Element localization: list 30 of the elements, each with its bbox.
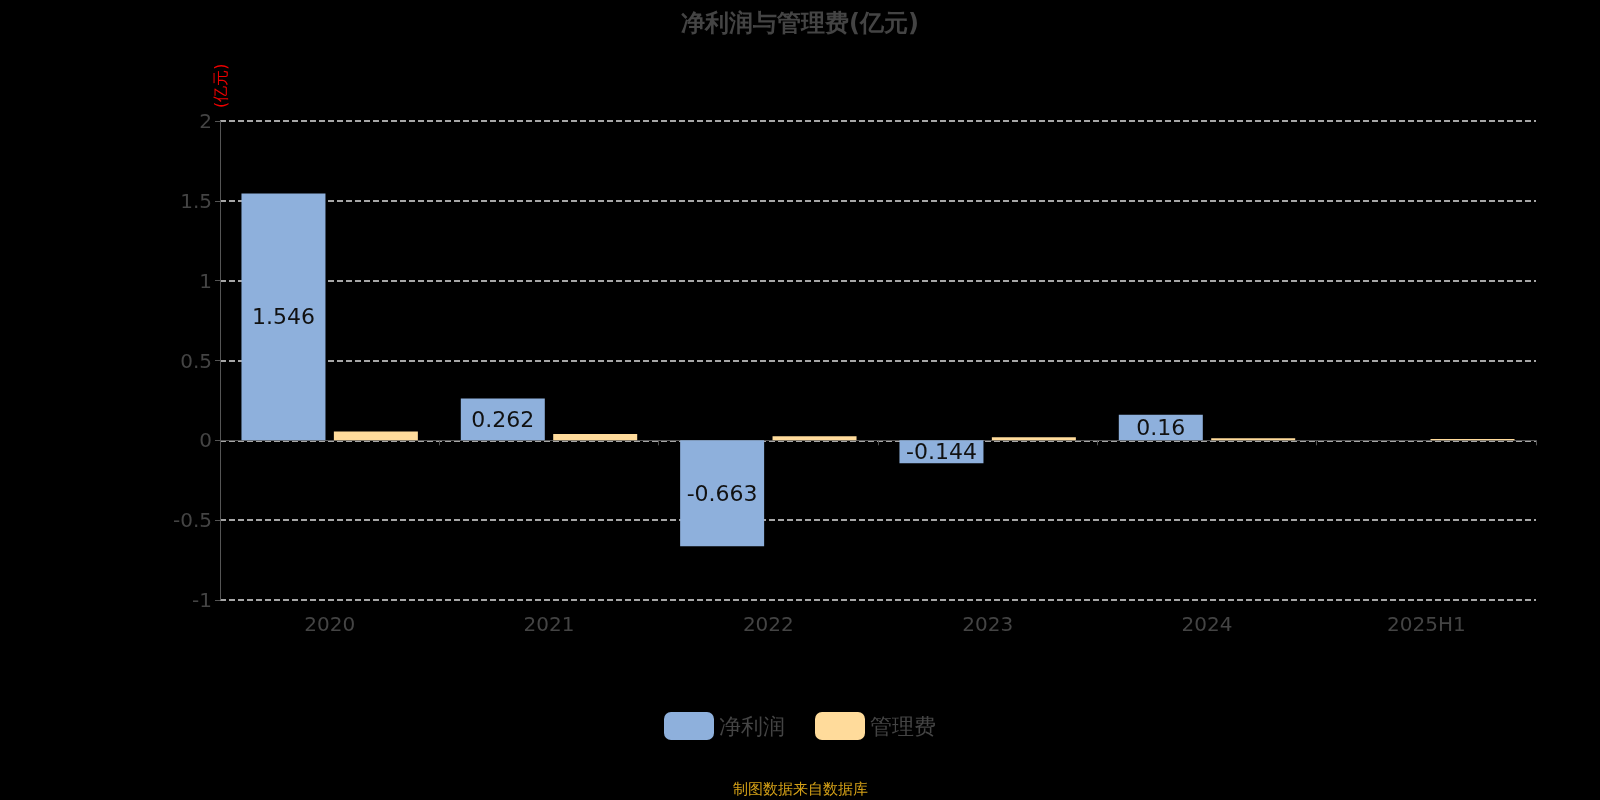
bar xyxy=(991,437,1076,441)
x-tick-label: 2020 xyxy=(304,612,356,636)
bar xyxy=(772,436,857,441)
y-tick-label: 1.5 xyxy=(180,188,212,213)
x-tick-label: 2024 xyxy=(1181,612,1233,636)
y-tick-label: 2 xyxy=(199,109,212,133)
data-label: -0.144 xyxy=(906,439,977,465)
chart-title: 净利润与管理费(亿元) xyxy=(681,9,919,37)
data-label: 0.262 xyxy=(471,406,535,432)
bar xyxy=(553,433,638,441)
bar xyxy=(1211,438,1296,441)
y-axis-title: (亿元) xyxy=(210,63,230,109)
bar xyxy=(680,440,765,547)
x-tick-label: 2022 xyxy=(742,612,794,636)
y-tick-label: -0.5 xyxy=(172,508,212,533)
y-tick-label: 1 xyxy=(199,268,212,293)
legend-label: 管理费 xyxy=(870,713,936,739)
bar xyxy=(241,193,326,441)
y-tick-label: 0.5 xyxy=(180,348,212,373)
y-tick-label: -1 xyxy=(192,588,212,612)
x-tick-label: 2023 xyxy=(962,612,1014,636)
text: 制图数据来自数据库 xyxy=(732,779,868,798)
data-label: 1.546 xyxy=(251,304,315,330)
bar xyxy=(333,431,418,441)
x-tick-label: 2021 xyxy=(523,612,575,636)
data-label: -0.663 xyxy=(686,480,758,506)
x-tick-label: 2025H1 xyxy=(1387,612,1466,636)
data-label: 0.16 xyxy=(1136,415,1186,441)
legend-label: 净利润 xyxy=(719,713,785,739)
y-tick-label: 0 xyxy=(199,428,212,453)
